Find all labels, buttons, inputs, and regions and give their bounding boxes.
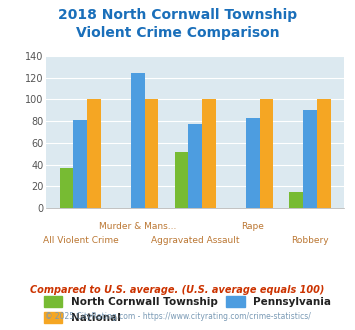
Bar xyxy=(260,99,273,208)
Bar xyxy=(303,110,317,208)
Text: All Violent Crime: All Violent Crime xyxy=(43,236,118,245)
Text: Aggravated Assault: Aggravated Assault xyxy=(151,236,240,245)
Bar xyxy=(246,118,260,208)
Text: Murder & Mans...: Murder & Mans... xyxy=(99,222,176,231)
Text: Violent Crime Comparison: Violent Crime Comparison xyxy=(76,26,279,40)
Bar xyxy=(189,124,202,208)
Text: © 2025 CityRating.com - https://www.cityrating.com/crime-statistics/: © 2025 CityRating.com - https://www.city… xyxy=(45,312,310,321)
Bar xyxy=(87,99,101,208)
Text: Robbery: Robbery xyxy=(291,236,329,245)
Bar xyxy=(202,99,216,208)
Bar xyxy=(317,99,331,208)
Bar xyxy=(131,74,145,208)
Bar xyxy=(289,192,303,208)
Bar xyxy=(60,168,73,208)
Bar xyxy=(73,120,87,208)
Text: Rape: Rape xyxy=(241,222,264,231)
Bar xyxy=(175,151,189,208)
Legend: North Cornwall Township, National, Pennsylvania: North Cornwall Township, National, Penns… xyxy=(39,292,335,327)
Bar xyxy=(145,99,158,208)
Text: 2018 North Cornwall Township: 2018 North Cornwall Township xyxy=(58,8,297,22)
Text: Compared to U.S. average. (U.S. average equals 100): Compared to U.S. average. (U.S. average … xyxy=(30,285,325,295)
